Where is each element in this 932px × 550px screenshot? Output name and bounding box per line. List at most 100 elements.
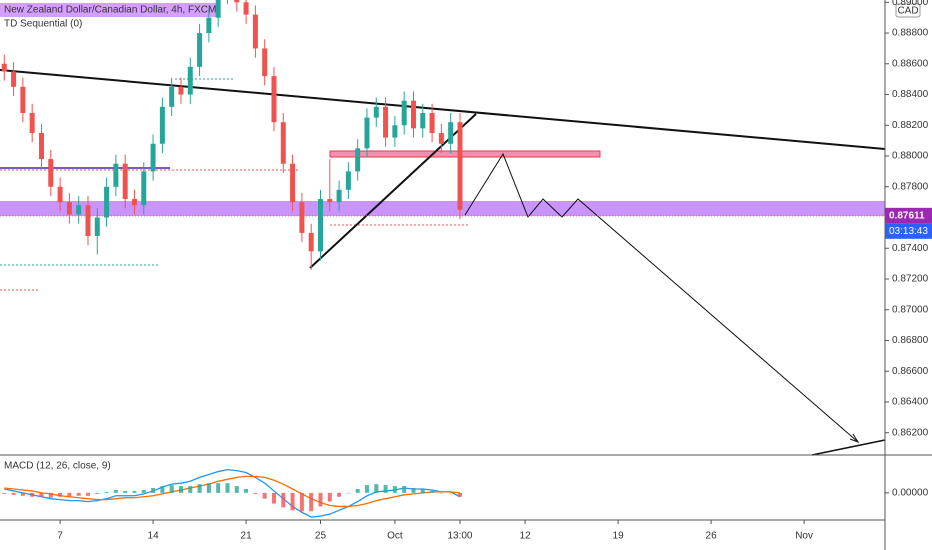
macd-histogram-bar bbox=[439, 492, 444, 494]
candle-body bbox=[392, 125, 398, 138]
candle-body bbox=[1, 63, 7, 72]
x-tick-label: 12 bbox=[520, 531, 532, 542]
macd-histogram-bar bbox=[188, 486, 193, 493]
macd-histogram-bar bbox=[299, 492, 304, 512]
macd-histogram-bar bbox=[290, 492, 295, 511]
candle-body bbox=[57, 186, 63, 203]
macd-histogram-bar bbox=[95, 492, 100, 494]
candle-body bbox=[327, 199, 333, 203]
resistance-zone bbox=[329, 150, 601, 158]
candle-body bbox=[66, 202, 72, 215]
x-tick-label: 14 bbox=[148, 531, 160, 542]
x-tick-label: Nov bbox=[795, 531, 813, 542]
macd-histogram-bar bbox=[2, 492, 7, 494]
macd-histogram-bar bbox=[430, 490, 435, 493]
macd-histogram-bar bbox=[197, 484, 202, 493]
macd-histogram-bar bbox=[11, 492, 16, 495]
macd-histogram-bar bbox=[234, 486, 239, 493]
x-tick-label: Oct bbox=[387, 531, 403, 542]
macd-histogram-bar bbox=[327, 492, 332, 502]
y-tick-label: 0.87000 bbox=[892, 304, 929, 315]
candle-body bbox=[373, 106, 379, 118]
macd-histogram-bar bbox=[141, 489, 146, 493]
candle-body bbox=[215, 0, 221, 18]
currency-box bbox=[895, 3, 921, 18]
macd-histogram-bar bbox=[309, 492, 314, 512]
candle-body bbox=[94, 217, 100, 236]
macd-title: MACD (12, 26, close, 9) bbox=[4, 461, 111, 472]
macd-histogram-bar bbox=[39, 492, 44, 497]
candle-body bbox=[178, 86, 184, 95]
candle-body bbox=[85, 205, 91, 236]
trend-line bbox=[811, 439, 886, 456]
candle-body bbox=[271, 76, 277, 123]
candle-body bbox=[150, 143, 156, 172]
title-highlight bbox=[0, 3, 216, 17]
macd-histogram-bar bbox=[318, 492, 323, 507]
macd-histogram-bar bbox=[169, 485, 174, 493]
macd-histogram-bar bbox=[178, 486, 183, 493]
macd-histogram-bar bbox=[20, 492, 25, 496]
candle-body bbox=[336, 189, 342, 203]
candle-body bbox=[48, 159, 54, 187]
x-tick-label: 7 bbox=[57, 531, 63, 542]
candle-body bbox=[113, 163, 119, 187]
countdown: 03:13:43 bbox=[889, 226, 928, 237]
x-tick-label: 13:00 bbox=[447, 531, 472, 542]
y-tick-label: 0.87200 bbox=[892, 274, 929, 285]
macd-histogram-bar bbox=[402, 486, 407, 493]
candle-body bbox=[20, 86, 26, 113]
arrow-head bbox=[849, 433, 860, 443]
last-price-box bbox=[885, 207, 932, 224]
candle-body bbox=[234, 0, 240, 3]
macd-histogram-bar bbox=[364, 485, 369, 493]
countdown-box bbox=[885, 223, 932, 239]
candle-body bbox=[438, 132, 444, 144]
candle-body bbox=[122, 163, 128, 200]
candle-body bbox=[76, 205, 82, 215]
y-tick-label: 0.86400 bbox=[892, 397, 929, 408]
candle-body bbox=[383, 106, 389, 138]
candle-body bbox=[448, 122, 454, 144]
macd-histogram-bar bbox=[123, 490, 128, 493]
candle-body bbox=[299, 202, 305, 233]
candle-body bbox=[410, 100, 416, 129]
x-tick-label: 26 bbox=[706, 531, 718, 542]
macd-histogram-bar bbox=[244, 489, 249, 493]
macd-histogram-bar bbox=[104, 491, 109, 493]
macd-histogram-bar bbox=[85, 492, 90, 496]
currency: CAD bbox=[897, 6, 918, 17]
x-tick-label: 21 bbox=[241, 531, 253, 542]
macd-histogram-bar bbox=[216, 483, 221, 493]
macd-histogram-bar bbox=[271, 492, 276, 504]
chart-title: New Zealand Dollar/Canadian Dollar, 4h, … bbox=[4, 5, 216, 16]
y-tick-label: 0.88600 bbox=[892, 58, 929, 69]
candle-body bbox=[345, 171, 351, 190]
candle-body bbox=[38, 132, 44, 160]
y-tick-label: 0.88800 bbox=[892, 28, 929, 39]
macd-histogram-bar bbox=[392, 486, 397, 493]
candle-body bbox=[187, 66, 193, 95]
y-tick-label: 0.89000 bbox=[892, 0, 929, 8]
candle-body bbox=[159, 106, 165, 144]
candle-body bbox=[11, 71, 17, 87]
macd-histogram-bar bbox=[355, 489, 360, 493]
macd-histogram-bar bbox=[48, 492, 53, 498]
candle-body bbox=[280, 122, 286, 164]
y-tick-label: 0.86800 bbox=[892, 335, 929, 346]
macd-line bbox=[4, 475, 461, 508]
macd-histogram-bar bbox=[132, 490, 137, 493]
candle-body bbox=[420, 112, 426, 129]
candle-body bbox=[169, 86, 175, 107]
indicator-name: TD Sequential (0) bbox=[4, 19, 82, 30]
y-tick-label: 0.88000 bbox=[892, 151, 929, 162]
candle-body bbox=[104, 186, 110, 218]
macd-histogram-bar bbox=[30, 492, 35, 497]
macd-histogram-bar bbox=[206, 483, 211, 493]
candle-body bbox=[197, 33, 203, 67]
candle-body bbox=[308, 232, 314, 252]
macd-histogram-bar bbox=[151, 488, 156, 493]
y-tick-label: 0.87800 bbox=[892, 181, 929, 192]
macd-histogram-bar bbox=[337, 492, 342, 497]
